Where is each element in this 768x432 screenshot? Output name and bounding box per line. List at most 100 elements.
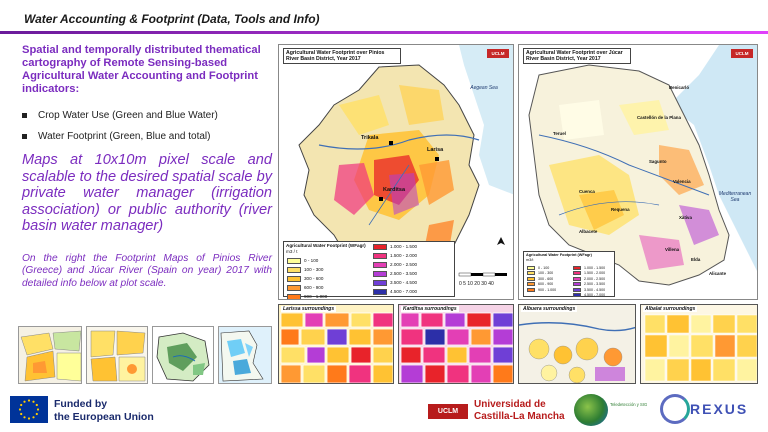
thumbnail-basin-map-2[interactable] xyxy=(218,326,272,384)
inset-label: Albuera surroundings xyxy=(521,306,578,312)
city-marker xyxy=(435,157,439,161)
list-item: Crop Water Use (Green and Blue Water) xyxy=(22,110,272,122)
legend-swatch xyxy=(373,279,387,286)
legend-item: 2.000 - 2.500 xyxy=(370,260,456,269)
map-title: Agricultural Water Footprint over Júcar … xyxy=(523,48,631,65)
legend-item: 2.000 - 2.500 xyxy=(570,276,616,282)
legend-swatch xyxy=(573,271,581,276)
legend-swatch xyxy=(527,271,535,276)
eu-funding-text: Funded by the European Union xyxy=(54,398,154,424)
city-label: Karditsa xyxy=(383,187,406,193)
legend-column: 1.000 - 1.500 1.500 - 2.000 2.000 - 2.500 2… xyxy=(570,265,616,298)
city-label: Albacete xyxy=(579,229,598,234)
legend-item: 1.000 - 1.500 xyxy=(370,242,456,251)
legend-item: 100 - 300 xyxy=(524,271,570,277)
legend-label: 300 - 600 xyxy=(304,276,324,281)
legend-swatch xyxy=(287,266,301,273)
list-item: Water Footprint (Green, Blue and total) xyxy=(22,131,272,143)
city-label: Benicarló xyxy=(669,85,690,90)
eu-text-line-1: Funded by xyxy=(54,398,108,410)
uclm-logo: UCLM xyxy=(731,49,753,58)
legend-item: 2.500 - 3.500 xyxy=(570,282,616,288)
city-label: Sagunto xyxy=(649,159,667,164)
legend-label: 1.500 - 2.000 xyxy=(390,253,418,258)
city-label: Xàtiva xyxy=(679,215,692,220)
maps-note: On the right the Footprint Maps of Pinio… xyxy=(22,252,272,289)
legend-swatch xyxy=(373,243,387,250)
thumbnail-basin-map-1[interactable] xyxy=(152,326,214,384)
list-item-label: Crop Water Use (Green and Blue Water) xyxy=(38,110,218,121)
legend-label: 2.000 - 2.500 xyxy=(584,276,606,281)
eu-flag-icon xyxy=(10,396,48,423)
legend-label: 600 - 900 xyxy=(538,282,554,287)
legend-column: 1.000 - 1.500 1.500 - 2.000 2.000 - 2.500 2… xyxy=(370,242,456,296)
inset-map-albuera[interactable]: Albuera surroundings xyxy=(518,304,636,384)
legend-swatch xyxy=(527,287,535,292)
legend-swatch xyxy=(573,282,581,287)
legend-item: 2.500 - 3.500 xyxy=(370,269,456,278)
legend-unit: m3/t xyxy=(526,258,534,262)
legend-item: 600 - 900 xyxy=(524,282,570,288)
legend-label: 2.500 - 3.500 xyxy=(390,271,418,276)
bullet-icon xyxy=(22,134,27,139)
inset-label: Larissa surroundings xyxy=(281,306,337,312)
rexus-logo-icon xyxy=(660,394,690,424)
inset-map-albalat[interactable]: Albalat surroundings xyxy=(640,304,758,384)
city-label: Alicante xyxy=(709,271,727,276)
sea-label: Aegean Sea xyxy=(470,85,498,91)
legend-label: 600 - 900 xyxy=(304,285,324,290)
thumbnail-plot-map-2[interactable] xyxy=(86,326,148,384)
legend-item: 1.500 - 2.000 xyxy=(570,271,616,277)
uclm-name-line-2: Castilla-La Mancha xyxy=(474,411,565,422)
legend-label: 1.500 - 2.000 xyxy=(584,271,606,276)
legend-label: 0 - 100 xyxy=(538,265,550,270)
uclm-logo: UCLM xyxy=(487,49,509,58)
footer-logos: Funded by the European Union UCLM Univer… xyxy=(0,388,768,432)
legend-label: 3.500 - 4.500 xyxy=(584,287,606,292)
city-label: Villena xyxy=(665,247,680,252)
thumbnail-plot-map-1[interactable] xyxy=(18,326,82,384)
header-bar: Water Accounting & Footprint (Data, Tool… xyxy=(0,0,768,32)
legend-label: 300 - 600 xyxy=(538,276,554,281)
teledeteccion-globe-icon xyxy=(574,394,608,426)
legend-swatch xyxy=(573,293,581,298)
legend-swatch xyxy=(373,270,387,277)
legend-label: 1.000 - 1.500 xyxy=(390,244,418,249)
inset-map-larissa[interactable]: Larissa surroundings xyxy=(278,304,394,384)
legend-swatch xyxy=(287,275,301,282)
legend-swatch xyxy=(287,284,301,291)
uclm-name: Universidad de Castilla-La Mancha xyxy=(474,399,565,423)
legend-label: 100 - 300 xyxy=(538,271,554,276)
legend-swatch xyxy=(573,265,581,270)
inset-map-karditsa[interactable]: Karditsa surroundings xyxy=(398,304,514,384)
section-heading: Spatial and temporally distributed thema… xyxy=(22,44,261,95)
scale-statement: Maps at 10x10m pixel scale and scalable … xyxy=(22,152,272,234)
pinios-water-footprint-map[interactable]: 0 5 10 20 30 40 Agricultural Water Footp… xyxy=(278,44,514,300)
legend-column: 0 - 100 100 - 300 300 - 600 600 - 900 900 - … xyxy=(284,256,370,299)
legend-swatch xyxy=(527,276,535,281)
legend-swatch xyxy=(373,288,387,295)
jucar-water-footprint-map[interactable]: Agricultural Water Footprint over Júcar … xyxy=(518,44,758,300)
legend-label: 4.500 - 7.000 xyxy=(584,293,606,298)
legend-item: 300 - 600 xyxy=(284,274,370,283)
legend-swatch xyxy=(527,282,535,287)
legend-label: 900 - 1.000 xyxy=(304,294,328,299)
left-text-column: Spatial and temporally distributed thema… xyxy=(22,44,272,290)
uclm-logo: UCLM xyxy=(428,404,468,419)
legend-title: Agricultural Water Footprint (WFagr) xyxy=(526,253,592,257)
city-label: Teruel xyxy=(553,131,566,136)
city-label: Larisa xyxy=(427,147,444,153)
city-marker xyxy=(379,197,383,201)
uclm-name-line-1: Universidad de xyxy=(474,399,546,410)
sea-label: Mediterranean Sea xyxy=(718,191,752,203)
legend-title: Agricultural Water Footprint (WFagr) xyxy=(286,243,366,248)
inset-label: Karditsa surroundings xyxy=(401,306,459,312)
legend-item: 1.500 - 2.000 xyxy=(370,251,456,260)
legend-label: 3.500 - 4.500 xyxy=(390,280,418,285)
legend-swatch xyxy=(527,265,535,270)
legend-item: 900 - 1.000 xyxy=(524,287,570,293)
legend-item: 100 - 300 xyxy=(284,265,370,274)
map-legend: Agricultural Water Footprint (WFagr) m3 … xyxy=(283,241,456,299)
legend-swatch xyxy=(373,261,387,268)
legend-swatch xyxy=(287,257,301,264)
